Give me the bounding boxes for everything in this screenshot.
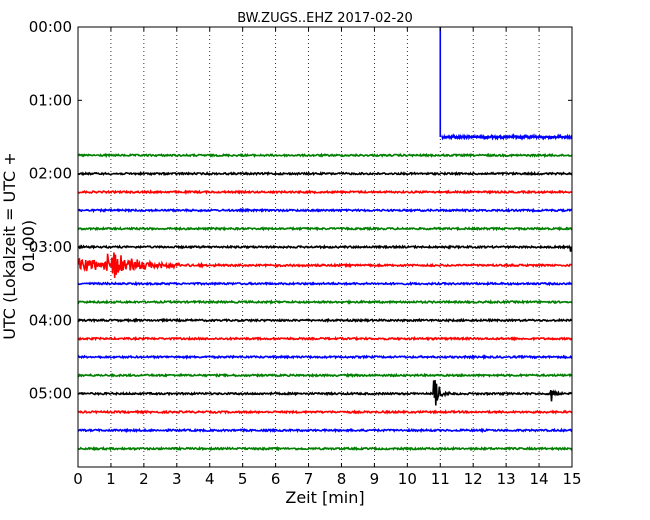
chart-title: BW.ZUGS..EHZ 2017-02-20 <box>237 11 413 26</box>
x-tick-label: 7 <box>304 470 314 488</box>
trace-line <box>78 170 572 177</box>
trace-line <box>78 354 572 361</box>
x-tick-label: 5 <box>238 470 248 488</box>
x-tick-label: 0 <box>73 470 83 488</box>
y-tick-label: 03:00 <box>29 238 72 256</box>
x-tick-label: 9 <box>370 470 380 488</box>
trace-line <box>78 207 572 214</box>
trace-line <box>78 445 572 452</box>
trace-line <box>78 244 572 252</box>
x-axis-label: Zeit [min] <box>285 488 365 507</box>
x-tick-label: 1 <box>106 470 116 488</box>
trace-line <box>78 380 572 406</box>
y-tick-label: 02:00 <box>29 165 72 183</box>
x-tick-label: 8 <box>337 470 347 488</box>
y-tick-label: 00:00 <box>29 18 72 36</box>
x-tick-label: 6 <box>271 470 281 488</box>
trace-line <box>78 409 572 415</box>
x-tick-label: 11 <box>431 470 450 488</box>
trace-line <box>78 189 572 195</box>
x-tick-label: 12 <box>464 470 483 488</box>
x-tick-label: 13 <box>497 470 516 488</box>
y-tick-label: 01:00 <box>29 91 72 109</box>
x-tick-label: 3 <box>172 470 182 488</box>
y-tick-label: 04:00 <box>29 311 72 329</box>
trace-line <box>78 280 572 287</box>
trace-line <box>78 252 572 278</box>
x-tick-label: 14 <box>530 470 549 488</box>
trace-line <box>78 335 572 342</box>
trace-line <box>441 133 572 141</box>
x-tick-label: 4 <box>205 470 215 488</box>
trace-line <box>78 372 572 378</box>
x-tick-label: 10 <box>398 470 417 488</box>
x-tick-label: 15 <box>562 470 581 488</box>
x-tick-label: 2 <box>139 470 149 488</box>
y-tick-label: 05:00 <box>29 385 72 403</box>
trace-line <box>78 152 572 159</box>
trace-line <box>78 317 572 324</box>
trace-line <box>78 427 572 434</box>
trace-line <box>78 226 572 232</box>
trace-line <box>78 299 572 305</box>
y-axis-label: UTC (Lokalzeit = UTC + 01:00) <box>0 152 38 340</box>
